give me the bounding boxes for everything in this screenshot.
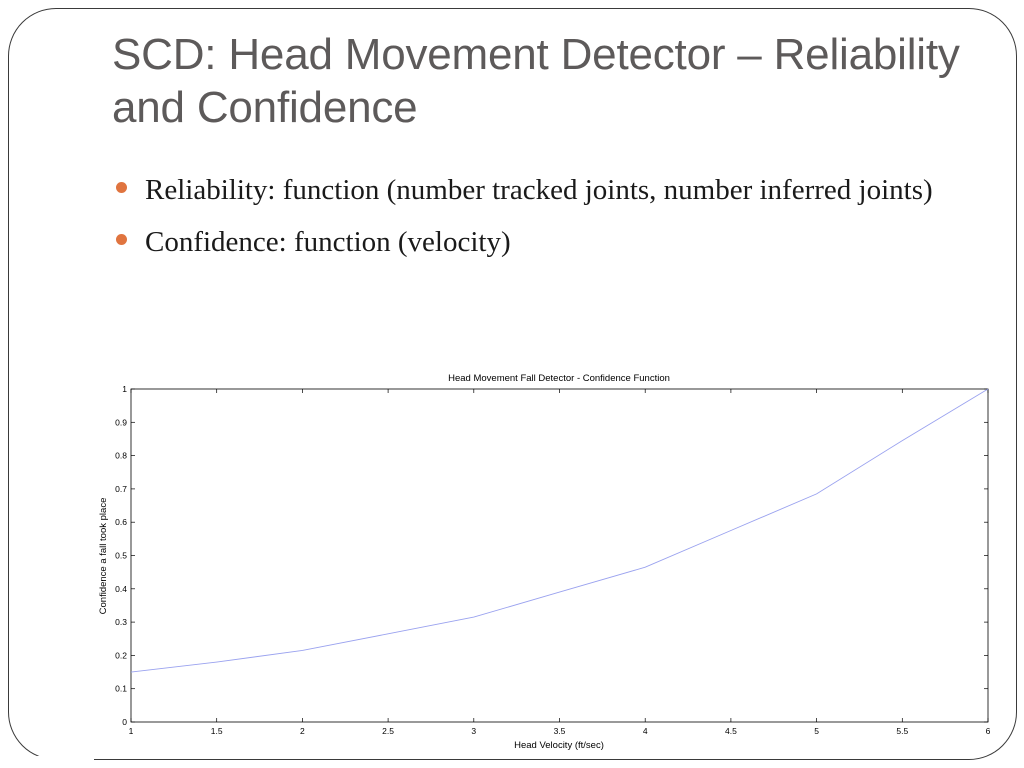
plot-area-box	[130, 388, 989, 723]
chart-svg: 1 1.5 2 2.5 3 3.5 4 4.5 5 5.5 6 0 0.1 0.2 0.3 0.4 0.5 0.6…	[98, 373, 991, 751]
y-tick-label: 0.4	[115, 584, 127, 594]
y-tick-label: 1	[122, 384, 127, 394]
x-axis-label: Head Velocity (ft/sec)	[514, 740, 604, 751]
x-tick-label: 1.5	[211, 726, 223, 736]
y-tick-label: 0.2	[115, 650, 127, 660]
x-tick-label: 2.5	[382, 726, 394, 736]
bullet-dot-icon	[116, 234, 127, 245]
y-tick-label: 0	[122, 717, 127, 727]
x-tick-label: 5.5	[896, 726, 908, 736]
x-tick-label: 3	[471, 726, 476, 736]
y-tick-label: 0.1	[115, 684, 127, 694]
y-tick-label: 0.5	[115, 551, 127, 561]
x-tick-label: 4	[643, 726, 648, 736]
bullet-item-confidence: Confidence: function (velocity)	[116, 220, 996, 264]
x-tick-label: 2	[300, 726, 305, 736]
y-tick-label: 0.6	[115, 517, 127, 527]
chart-title: Head Movement Fall Detector - Confidence…	[448, 373, 670, 384]
axes	[130, 388, 989, 723]
bullet-item-reliability: Reliability: function (number tracked jo…	[116, 168, 996, 212]
y-tick-label: 0.8	[115, 451, 127, 461]
x-tick-label: 3.5	[554, 726, 566, 736]
slide-frame	[8, 8, 1017, 760]
x-tick-label: 5	[814, 726, 819, 736]
x-tick-label: 1	[129, 726, 134, 736]
frame-gap	[0, 756, 94, 768]
slide-title: SCD: Head Movement Detector – Reliabilit…	[112, 30, 960, 132]
series	[130, 388, 989, 673]
y-axis-label: Confidence a fall took place	[98, 498, 109, 615]
confidence-series-line	[130, 388, 989, 673]
x-tick-label: 4.5	[725, 726, 737, 736]
y-tick-label: 0.7	[115, 484, 127, 494]
y-tick-label: 0.9	[115, 417, 127, 427]
bullet-dot-icon	[116, 182, 127, 193]
bullet-text: Confidence: function (velocity)	[145, 226, 511, 258]
bullet-list: Reliability: function (number tracked jo…	[116, 168, 996, 272]
y-tick-label: 0.3	[115, 617, 127, 627]
bullet-text: Reliability: function (number tracked jo…	[145, 174, 933, 206]
confidence-chart: 1 1.5 2 2.5 3 3.5 4 4.5 5 5.5 6 0 0.1 0.2 0.3 0.4 0.5 0.6…	[90, 366, 1010, 758]
ticks: 1 1.5 2 2.5 3 3.5 4 4.5 5 5.5 6 0 0.1 0.2 0.3 0.4 0.5 0.6…	[115, 384, 990, 736]
x-tick-label: 6	[986, 726, 991, 736]
